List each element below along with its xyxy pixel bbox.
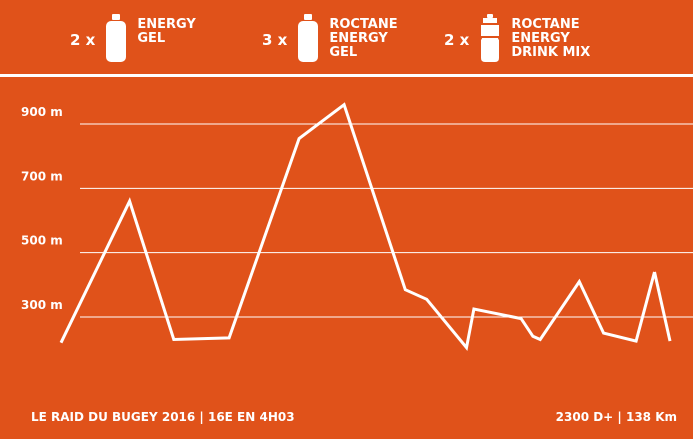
nutrition-quantity: 2 x xyxy=(70,31,96,49)
nutrition-item-roctane-energy-gel: 3 x ROCTANE ENERGY GEL xyxy=(262,14,398,62)
y-tick-label: 700 m xyxy=(21,169,63,183)
nutrition-quantity: 3 x xyxy=(262,31,288,49)
nutrition-name: ROCTANE ENERGY DRINK MIX xyxy=(511,17,591,60)
y-tick-label: 500 m xyxy=(21,234,63,248)
y-tick-label: 300 m xyxy=(21,298,63,312)
race-stats: 2300 D+ | 138 Km xyxy=(555,410,677,424)
nutrition-item-roctane-drink-mix: 2 x ROCTANE ENERGY DRINK MIX xyxy=(444,14,590,62)
nutrition-item-energy-gel: 2 x ENERGY GEL xyxy=(70,14,196,62)
elevation-profile-line xyxy=(653,271,672,342)
nutrition-quantity: 2 x xyxy=(444,31,470,49)
header-divider xyxy=(0,74,693,77)
nutrition-name: ENERGY GEL xyxy=(137,17,196,46)
nutrition-name: ROCTANE ENERGY GEL xyxy=(329,17,398,60)
event-info: LE RAID DU BUGEY 2016 | 16E EN 4H03 xyxy=(31,410,295,424)
nutrition-header: 2 x ENERGY GEL 3 x ROCTANE ENERGY GEL 2 … xyxy=(0,0,693,76)
gel-bottle-icon xyxy=(106,14,127,62)
elevation-profile-line xyxy=(59,102,656,352)
gel-bottle-icon xyxy=(298,14,319,62)
y-tick-label: 900 m xyxy=(21,105,63,119)
drink-bottle-icon xyxy=(481,14,500,62)
